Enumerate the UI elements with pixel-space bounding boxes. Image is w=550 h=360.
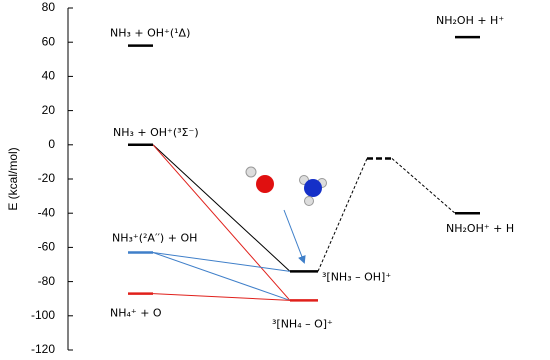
- y-tick-label: 0: [48, 137, 55, 151]
- connector: [152, 144, 291, 301]
- y-tick-label: 20: [42, 103, 56, 117]
- level-label: NH₂OH⁺ + H: [446, 222, 514, 235]
- connector: [152, 252, 291, 301]
- level-label: NH₃⁺(²A′′) + OH: [112, 232, 197, 245]
- y-tick-label: -60: [38, 240, 56, 254]
- y-tick-label: -40: [38, 205, 56, 219]
- y-axis-label: E (kcal/mol): [6, 147, 20, 210]
- y-tick-label: -20: [38, 171, 56, 185]
- connector: [317, 158, 368, 272]
- y-tick-label: -120: [31, 342, 55, 356]
- y-tick-label: -100: [31, 308, 55, 322]
- level-label: ³[NH₄ – O]⁺: [272, 317, 333, 330]
- level-label: NH₃ + OH⁺(³Σ⁻): [113, 126, 199, 139]
- connector: [152, 293, 291, 301]
- y-tick-label: 40: [42, 69, 56, 83]
- level-label: NH₂OH + H⁺: [436, 14, 504, 27]
- y-tick-label: 80: [42, 0, 56, 14]
- y-tick-label: 60: [42, 34, 56, 48]
- connector: [152, 252, 291, 272]
- connector: [152, 144, 291, 272]
- level-label: NH₄⁺ + O: [110, 307, 162, 320]
- level-label: ³[NH₃ – OH]⁺: [322, 270, 391, 283]
- molecules: [245, 166, 327, 264]
- connector: [391, 158, 456, 214]
- y-tick-label: -80: [38, 274, 56, 288]
- level-label: NH₃ + OH⁺(¹Δ): [110, 27, 190, 40]
